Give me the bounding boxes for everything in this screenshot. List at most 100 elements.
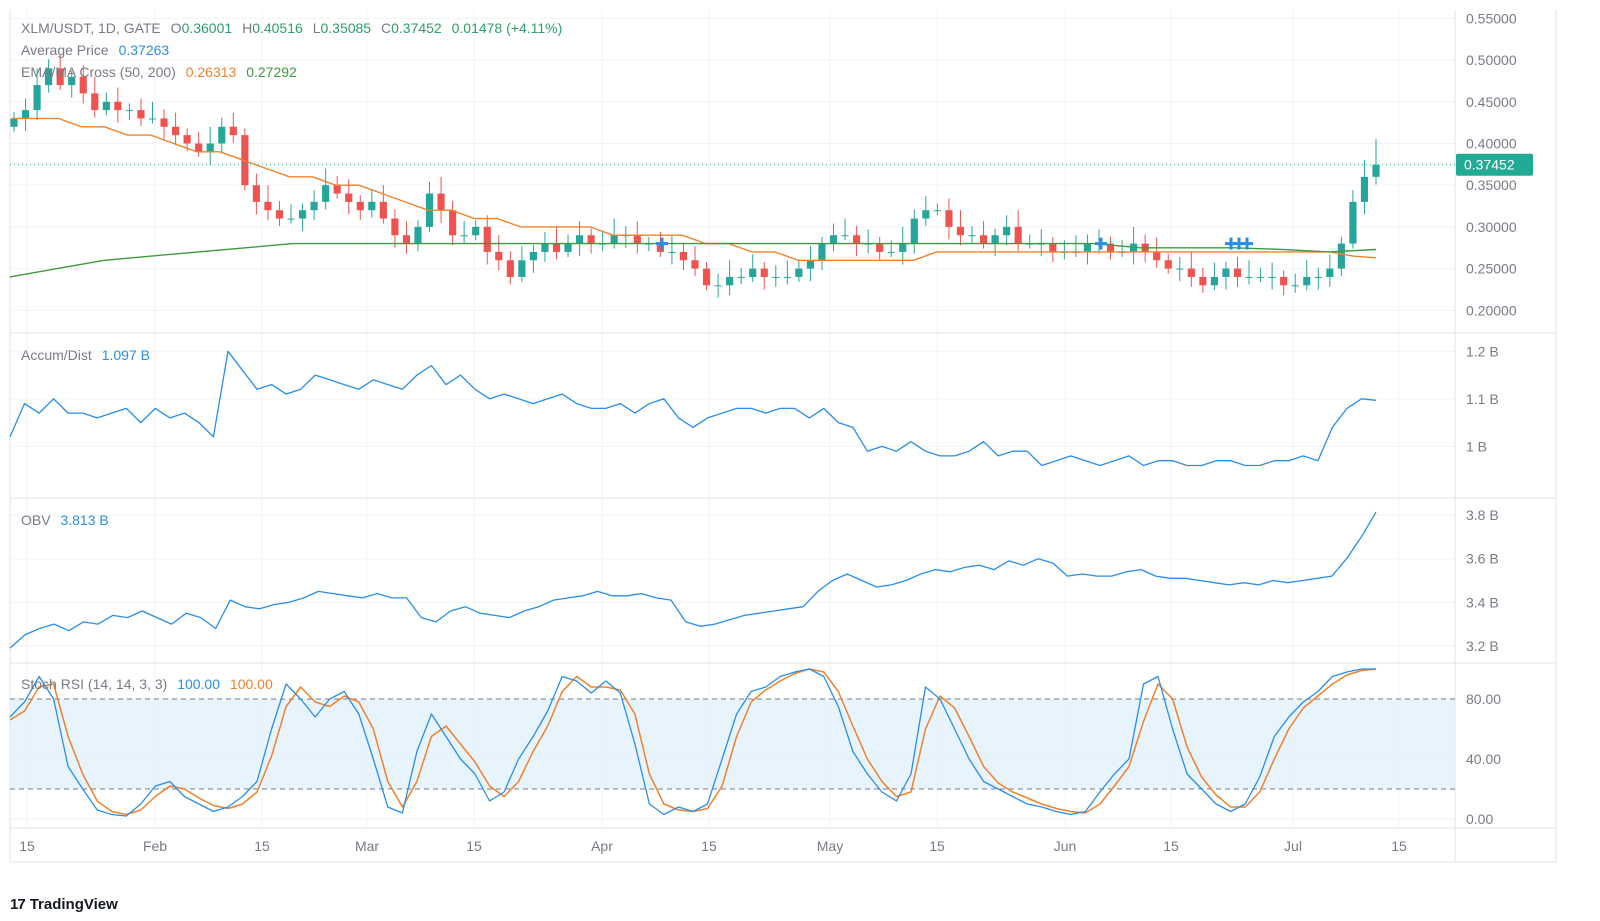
candle-body xyxy=(114,101,122,111)
candle-body xyxy=(922,210,930,219)
ma-slow-line xyxy=(9,242,1377,278)
candle-body xyxy=(1153,251,1161,261)
candle-body xyxy=(56,68,64,86)
candle-body xyxy=(1256,276,1265,278)
y-tick-label: 0.55000 xyxy=(1466,10,1517,26)
candle-body xyxy=(322,185,330,202)
candlestick-series[interactable] xyxy=(10,54,1455,298)
change-value: 0.01478 (+4.11%) xyxy=(451,20,563,36)
candle-body xyxy=(252,185,260,202)
candle-body xyxy=(79,76,87,94)
y-tick-label: 3.4 B xyxy=(1466,594,1499,610)
y-axis[interactable]: 0.55000 0.50000 0.45000 0.40000 0.35000 0.300… xyxy=(1466,10,1517,827)
candle-body xyxy=(287,218,295,220)
y-tick-label: 1.1 B xyxy=(1466,391,1499,407)
candle-body xyxy=(183,135,191,144)
x-tick-label: 15 xyxy=(19,838,35,854)
candle-body xyxy=(1326,268,1334,277)
candle-body xyxy=(806,260,815,269)
candle-body xyxy=(587,235,595,244)
y-tick-label: 1.2 B xyxy=(1466,343,1499,359)
ma-slow-value: 0.27292 xyxy=(246,64,297,80)
ohlc-open: O0.36001 xyxy=(171,20,233,36)
candle-body xyxy=(472,226,480,236)
x-tick-label: Jun xyxy=(1054,838,1077,854)
candle-body xyxy=(772,276,780,278)
indicator-lines[interactable] xyxy=(9,350,1377,817)
avg-price-value: 0.37263 xyxy=(118,42,170,58)
low-label: L xyxy=(312,20,321,36)
candle-body xyxy=(1210,276,1218,286)
candle-body xyxy=(529,251,537,261)
moving-average-lines[interactable] xyxy=(9,117,1377,278)
candle-body xyxy=(910,218,918,244)
ma-cross-legend: EMA/MA Cross (50, 200) 0.26313 0.27292 xyxy=(21,64,303,80)
symbol-title[interactable]: XLM/USDT, 1D, GATE xyxy=(21,20,161,36)
candle-body xyxy=(610,235,618,244)
x-tick-label: 15 xyxy=(1163,838,1179,854)
obv-line xyxy=(9,511,1377,649)
candle-body xyxy=(737,276,745,278)
candle-body xyxy=(1337,243,1345,269)
candle-body xyxy=(68,76,76,86)
candle-body xyxy=(1187,268,1195,277)
stoch-rsi-label[interactable]: Stoch RSI (14, 14, 3, 3) xyxy=(21,676,168,692)
candle-body xyxy=(714,285,722,287)
x-tick-label: 15 xyxy=(254,838,270,854)
y-tick-label: 3.8 B xyxy=(1466,507,1499,523)
x-tick-label: 15 xyxy=(466,838,482,854)
candle-body xyxy=(172,126,180,136)
close-value: 0.37452 xyxy=(391,20,442,36)
x-tick-label: Jul xyxy=(1284,838,1302,854)
y-tick-label: 0.30000 xyxy=(1466,219,1517,235)
accum-dist-line xyxy=(9,350,1377,467)
candle-body xyxy=(229,126,237,136)
accum-dist-value: 1.097 B xyxy=(101,347,150,363)
candle-body xyxy=(414,226,422,244)
candle-body xyxy=(841,235,849,237)
x-axis[interactable]: 15 Feb 15 Mar 15 Apr 15 May 15 Jun 15 Jul 15 xyxy=(19,838,1407,854)
accum-dist-legend: Accum/Dist 1.097 B xyxy=(21,347,156,363)
candle-body xyxy=(495,251,503,261)
candle-body xyxy=(310,201,318,211)
y-tick-label: 0.00 xyxy=(1466,811,1493,827)
ma-cross-label[interactable]: EMA/MA Cross (50, 200) xyxy=(21,64,176,80)
obv-legend: OBV 3.813 B xyxy=(21,512,115,528)
tradingview-logo[interactable]: 17 TradingView xyxy=(10,896,118,913)
candle-body xyxy=(460,235,468,237)
open-value: 0.36001 xyxy=(181,20,233,36)
candle-body xyxy=(91,93,99,111)
candle-body xyxy=(829,235,838,244)
y-tick-label: 0.35000 xyxy=(1466,177,1517,193)
candle-body xyxy=(45,68,53,86)
candle-body xyxy=(102,101,110,111)
candle-body xyxy=(679,251,688,261)
y-tick-label: 40.00 xyxy=(1466,751,1501,767)
last-price-tag: 0.37452 xyxy=(1456,153,1533,176)
candle-body xyxy=(1164,260,1172,269)
candle-body xyxy=(368,201,376,211)
candle-body xyxy=(1222,268,1230,277)
candle-body xyxy=(391,218,399,236)
y-tick-label: 3.2 B xyxy=(1466,638,1499,654)
obv-label[interactable]: OBV xyxy=(21,512,51,528)
candle-body xyxy=(137,110,145,119)
high-value: 0.40516 xyxy=(252,20,303,36)
x-tick-label: Apr xyxy=(591,838,613,854)
candle-body xyxy=(449,210,457,236)
candle-body xyxy=(1314,276,1322,278)
price-legend: XLM/USDT, 1D, GATE O0.36001 H0.40516 L0.… xyxy=(21,20,568,36)
avg-price-label[interactable]: Average Price xyxy=(21,42,109,58)
accum-dist-label[interactable]: Accum/Dist xyxy=(21,347,92,363)
candle-body xyxy=(726,276,734,286)
ma-fast-line xyxy=(12,117,1377,261)
candle-body xyxy=(760,268,768,277)
candle-body xyxy=(1291,285,1299,287)
candle-body xyxy=(991,235,999,244)
candle-body xyxy=(206,143,214,152)
cross-marks xyxy=(656,237,1253,250)
ma-fast-value: 0.26313 xyxy=(185,64,237,80)
x-tick-label: 15 xyxy=(1391,838,1407,854)
candle-body xyxy=(656,243,664,252)
